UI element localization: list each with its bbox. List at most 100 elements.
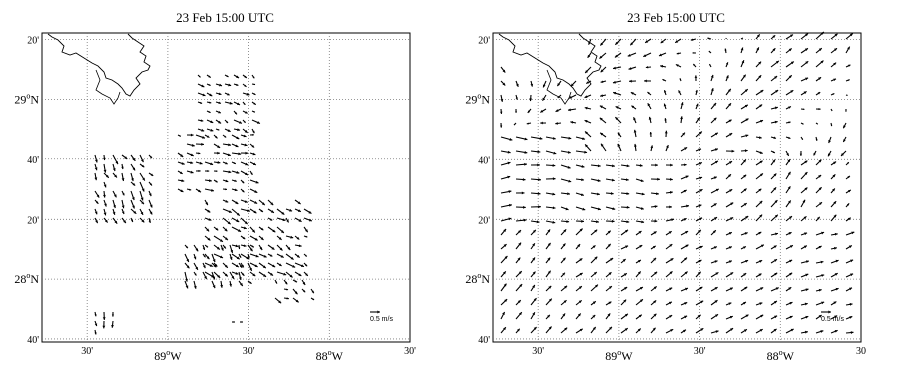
current-vector-head	[252, 152, 256, 156]
current-vector-head	[790, 90, 794, 93]
current-vectors	[500, 31, 855, 334]
current-vector-head	[760, 244, 764, 248]
current-vector-head	[247, 255, 250, 258]
current-vector-head	[804, 48, 808, 52]
current-vector-head	[850, 331, 854, 334]
current-vector-head	[141, 219, 145, 223]
current-vector-head	[557, 95, 560, 98]
current-vector-head	[240, 283, 243, 286]
current-vector-head	[643, 54, 647, 57]
map-svg-left: 23 Feb 15:00 UTC 30' 89oW 30' 88oW 30' 40' 20' 2…	[14, 10, 416, 363]
current-vector-head	[217, 151, 220, 155]
current-vector-head	[149, 183, 152, 186]
current-vector-head	[564, 285, 568, 289]
lon-tick-label: 30	[856, 346, 866, 357]
current-vector-head	[552, 220, 556, 224]
current-vector-head	[228, 170, 232, 174]
current-vector-head	[743, 302, 746, 305]
current-vector-head	[148, 220, 151, 223]
current-vector-head	[553, 151, 557, 155]
current-vector-head	[260, 227, 264, 231]
current-vector-head	[204, 276, 207, 280]
current-vector-head	[683, 218, 687, 221]
current-vector-head	[684, 271, 688, 275]
current-vector-head	[279, 247, 283, 251]
current-vector-head	[294, 291, 298, 295]
current-vector-head	[235, 201, 239, 204]
current-vector-head	[552, 164, 556, 167]
current-vector-head	[122, 192, 125, 196]
current-vector-head	[847, 189, 851, 193]
current-vector-head	[804, 187, 808, 191]
current-vector-head	[104, 203, 107, 207]
current-vector-head	[252, 162, 256, 166]
current-vector-head	[804, 172, 808, 175]
current-vector-head	[728, 174, 731, 178]
current-vector-head	[527, 110, 531, 113]
current-vector-head	[788, 121, 791, 124]
current-vector-head	[834, 48, 837, 52]
current-vector-head	[744, 104, 748, 108]
current-vector-head	[789, 216, 792, 219]
current-vector-head	[773, 136, 777, 139]
current-vector-head	[235, 244, 239, 248]
current-vector-head	[193, 256, 197, 260]
current-vector-head	[835, 259, 839, 263]
current-vector-head	[228, 83, 232, 87]
current-vector-head	[251, 245, 254, 248]
current-vector-head	[94, 177, 98, 181]
current-vector-head	[102, 194, 106, 198]
current-vector-head	[517, 328, 520, 332]
current-vector-head	[834, 232, 838, 236]
current-vector-head	[645, 66, 649, 69]
current-vector-head	[676, 52, 679, 55]
current-vector-head	[566, 220, 570, 223]
current-vector-head	[713, 203, 717, 207]
current-vector-head	[238, 247, 241, 250]
current-vector-head	[112, 211, 116, 215]
current-vector-head	[552, 177, 556, 181]
current-vector-head	[773, 245, 777, 249]
current-vector-head	[599, 55, 603, 59]
current-vector-head	[833, 201, 837, 205]
current-vector-head	[600, 143, 604, 147]
current-vector-head	[669, 205, 672, 209]
current-vector-head	[669, 271, 673, 275]
current-vector-head	[594, 229, 598, 233]
current-vector-head	[256, 121, 260, 124]
current-vector-head	[759, 173, 763, 177]
current-vector-head	[283, 272, 287, 276]
current-vector-head	[305, 229, 308, 233]
current-vector-head	[760, 314, 764, 318]
current-vector-head	[759, 329, 763, 332]
coastline	[498, 33, 602, 97]
current-vector-head	[818, 288, 822, 292]
current-vector-head	[235, 272, 239, 275]
current-vector-head	[612, 207, 616, 211]
current-vector-head	[803, 216, 807, 220]
current-vector-head	[638, 314, 642, 318]
current-vector-head	[586, 81, 589, 84]
current-vector-head	[729, 315, 733, 319]
current-vector-head	[695, 103, 699, 107]
current-vector-head	[271, 246, 275, 250]
current-vector-head	[847, 217, 851, 221]
current-vector-head	[207, 209, 211, 213]
current-vector-head	[789, 315, 793, 319]
lon-tick-label: 30'	[404, 346, 416, 357]
current-vector-head	[699, 217, 703, 221]
current-vector-head	[656, 192, 659, 196]
current-vector-head	[742, 74, 746, 78]
current-vector-head	[581, 165, 585, 168]
current-vector-head	[296, 236, 300, 240]
current-vector-head	[820, 60, 824, 64]
current-vector-head	[103, 212, 107, 216]
current-vector-head	[548, 285, 552, 289]
current-vector-head	[563, 300, 567, 304]
current-vector-head	[233, 162, 236, 164]
current-vector-head	[141, 201, 144, 205]
current-vector-head	[834, 315, 838, 319]
current-vector-head	[728, 103, 732, 107]
current-vector-head	[790, 328, 794, 332]
current-vector-head	[639, 287, 643, 290]
